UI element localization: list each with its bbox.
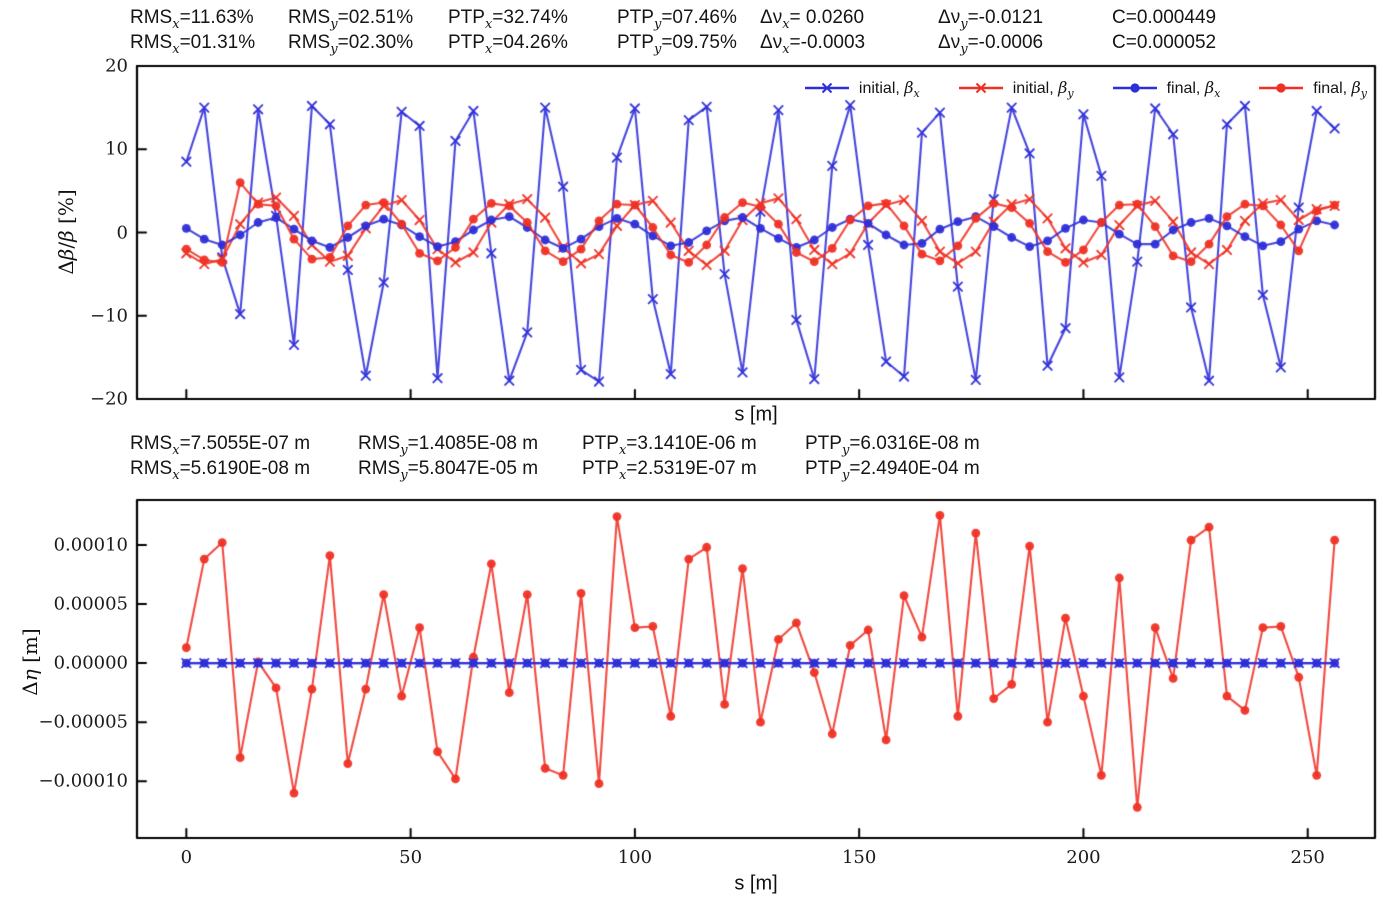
x-tick-label: 100: [617, 847, 653, 868]
legend-entry-initial-beta-y: initial, βy: [958, 78, 1074, 101]
y-tick-label: −10: [90, 305, 128, 327]
y-tick-label: 0: [116, 222, 128, 243]
top-xlabel: s [m]: [734, 403, 778, 426]
stat-cell: PTPy=6.0316E-08 m: [805, 433, 980, 458]
legend-label: initial, βy: [1012, 78, 1074, 101]
x-marker-line-icon: [804, 82, 849, 94]
stat-cell: RMSx=5.6190E-08 m: [130, 458, 311, 483]
legend: initial, βx initial, βy final, βx final, βy: [804, 78, 1367, 101]
stat-cell: RMSx=11.63%: [130, 7, 254, 32]
legend-entry-final-beta-x: final, βx: [1112, 78, 1221, 101]
legend-label: final, βy: [1313, 78, 1367, 101]
circle-marker-line-icon: [1259, 83, 1304, 93]
legend-entry-final-beta-y: final, βy: [1258, 78, 1367, 101]
x-tick-label: 50: [399, 847, 423, 868]
top-ylabel: Δβ/β [%]: [54, 189, 78, 275]
legend-entry-initial-beta-x: initial, βx: [804, 78, 920, 101]
stat-cell: RMSy=02.51%: [288, 7, 414, 32]
circle-marker-line-icon: [1112, 83, 1157, 93]
stat-cell: RMSy=5.8047E-05 m: [358, 458, 539, 483]
y-tick-label: 0.00005: [53, 593, 128, 615]
bottom-xlabel: s [m]: [734, 872, 778, 895]
stat-cell: PTPx=04.26%: [448, 32, 568, 57]
x-marker-line-icon: [958, 82, 1003, 94]
stat-cell: PTPx=3.1410E-06 m: [582, 433, 757, 458]
bottom-ylabel: Δη [m]: [18, 628, 42, 696]
stat-cell: C=0.000052: [1112, 32, 1217, 53]
legend-label: final, βx: [1166, 78, 1221, 101]
stat-cell: RMSy=02.30%: [288, 32, 414, 57]
stat-cell: PTPy=09.75%: [617, 32, 737, 57]
stat-cell: PTPy=07.46%: [617, 7, 737, 32]
stat-cell: PTPx=32.74%: [448, 7, 568, 32]
x-tick-label: 250: [1290, 847, 1325, 868]
y-tick-label: −0.00005: [38, 711, 128, 733]
y-tick-label: −0.00010: [38, 770, 128, 792]
x-tick-label: 200: [1066, 847, 1101, 868]
y-tick-label: 10: [105, 138, 128, 160]
y-tick-label: 20: [105, 55, 128, 77]
y-tick-label: −20: [90, 388, 128, 410]
stat-cell: Δνx= 0.0260: [760, 7, 865, 32]
y-tick-label: 0.00000: [53, 652, 128, 674]
legend-label: initial, βx: [858, 78, 920, 101]
x-tick-label: 0: [180, 847, 193, 868]
x-tick-label: 150: [841, 847, 877, 868]
stat-cell: PTPy=2.4940E-04 m: [805, 458, 980, 483]
stat-cell: C=0.000449: [1112, 7, 1217, 28]
stat-cell: RMSx=01.31%: [130, 32, 256, 57]
stat-cell: PTPx=2.5319E-07 m: [582, 458, 757, 483]
y-tick-label: 0.00010: [53, 534, 128, 556]
stat-cell: RMSy=1.4085E-08 m: [358, 433, 539, 458]
stat-cell: Δνx=-0.0003: [760, 32, 866, 57]
stat-cell: Δνy=-0.0121: [938, 7, 1044, 32]
stat-cell: RMSx=7.5055E-07 m: [130, 433, 311, 458]
stat-cell: Δνy=-0.0006: [938, 32, 1044, 57]
